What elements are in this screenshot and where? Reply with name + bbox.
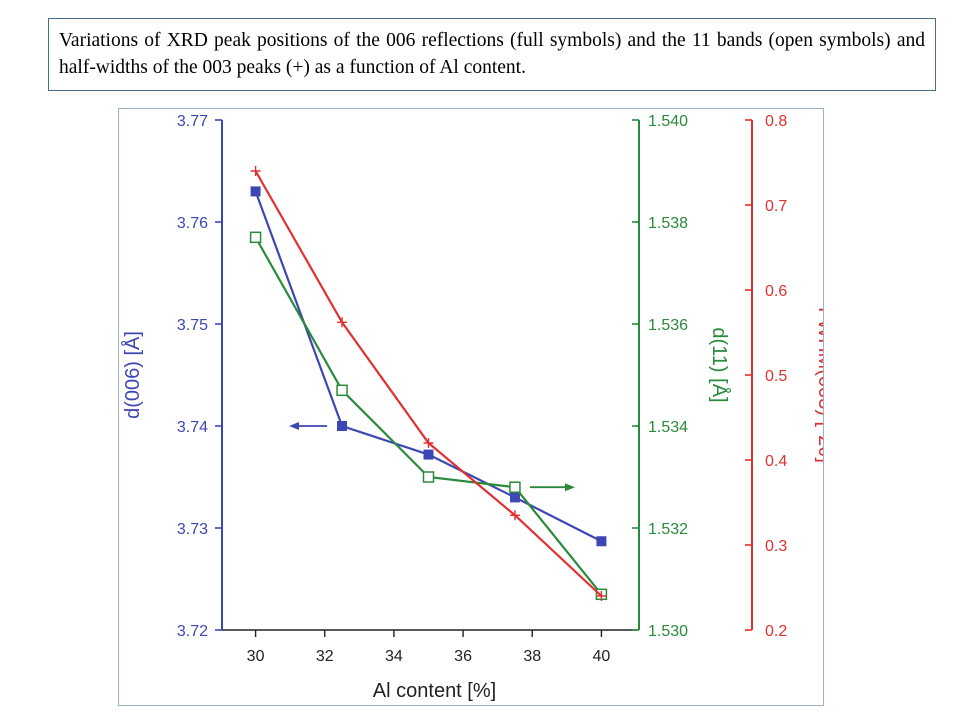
right-tick-label-0.5: 0.5 <box>765 368 787 385</box>
middle-tick-label-1.532: 1.532 <box>648 521 688 538</box>
x-axis-label: Al content [%] <box>373 680 496 702</box>
left-tick-label-3.72: 3.72 <box>177 623 208 640</box>
middle-axis-label: d(11) [Å] <box>708 327 731 402</box>
right-tick-label-0.7: 0.7 <box>765 198 787 215</box>
x-tick-label-36: 36 <box>454 648 472 665</box>
point-fwhm-32.5 <box>337 317 348 328</box>
left-tick-label-3.73: 3.73 <box>177 521 208 538</box>
left-tick-label-3.77: 3.77 <box>177 113 208 130</box>
x-tick-label-38: 38 <box>523 648 541 665</box>
middle-tick-label-1.540: 1.540 <box>648 113 688 130</box>
point-d006-35 <box>423 449 434 460</box>
x-tick-label-30: 30 <box>247 648 265 665</box>
point-d11-35 <box>422 471 435 483</box>
left-tick-label-3.76: 3.76 <box>177 215 208 232</box>
arrow-right-head <box>564 483 575 492</box>
right-tick-label-0.2: 0.2 <box>765 623 787 640</box>
point-d006-32.5 <box>337 421 348 431</box>
point-d006-30 <box>250 186 261 197</box>
point-d11-37.5 <box>509 481 521 493</box>
series-line-d006 <box>254 191 602 543</box>
point-d11-30 <box>249 231 262 244</box>
right-tick-label-0.6: 0.6 <box>765 283 787 300</box>
left-axis-label: d(006) [Å] <box>121 331 144 419</box>
middle-tick-label-1.530: 1.530 <box>648 623 688 640</box>
x-tick-label-40: 40 <box>593 648 611 665</box>
chart-figure: 30 32 34 36 38 40 Al content [%] 3.72 3.73 3.74 3.… <box>118 108 824 706</box>
x-tick-label-34: 34 <box>385 648 403 665</box>
series-line-d11 <box>254 236 603 595</box>
point-fwhm-37.5 <box>509 510 520 521</box>
figure-caption: Variations of XRD peak positions of the … <box>48 18 936 91</box>
series-line-fwhm <box>254 170 603 597</box>
middle-tick-label-1.536: 1.536 <box>648 317 688 334</box>
right-axis-label: FWHM(003) [°2θ] <box>814 307 823 463</box>
arrow-left-head <box>289 422 300 430</box>
point-d11-32.5 <box>336 384 348 397</box>
middle-tick-label-1.538: 1.538 <box>648 215 688 232</box>
middle-tick-label-1.534: 1.534 <box>648 419 688 436</box>
point-fwhm-30 <box>250 166 261 176</box>
x-tick-label-32: 32 <box>316 648 334 665</box>
point-fwhm-40 <box>596 591 607 601</box>
left-tick-label-3.74: 3.74 <box>177 419 208 436</box>
right-tick-label-0.4: 0.4 <box>765 453 787 470</box>
point-d006-37.5 <box>509 492 520 503</box>
right-tick-label-0.8: 0.8 <box>765 113 787 130</box>
point-d006-40 <box>596 536 607 547</box>
left-tick-label-3.75: 3.75 <box>177 317 208 334</box>
point-fwhm-35 <box>423 438 434 448</box>
right-tick-label-0.3: 0.3 <box>765 538 787 555</box>
chart-svg: 30 32 34 36 38 40 Al content [%] 3.72 3.73 3.74 3.… <box>121 113 823 702</box>
